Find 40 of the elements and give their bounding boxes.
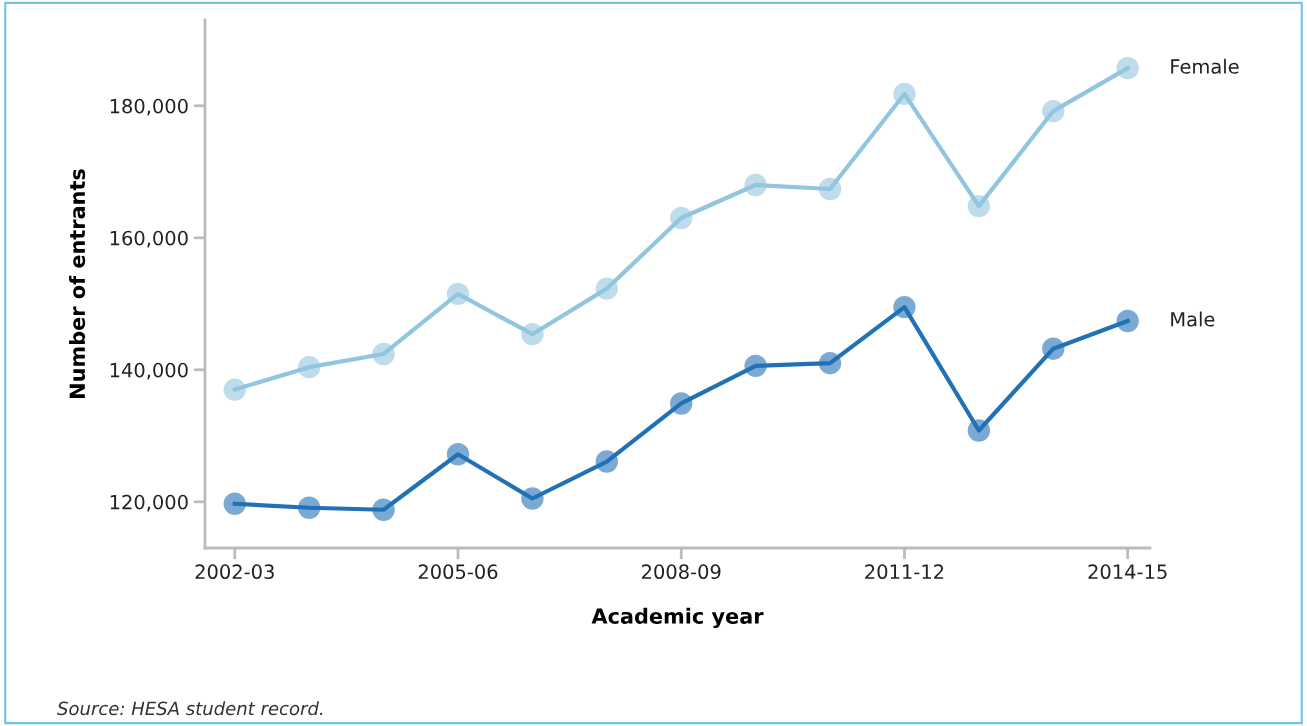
point (521, 322, 544, 346)
point (818, 177, 842, 201)
point (670, 206, 693, 230)
point (1042, 337, 1065, 360)
point (521, 487, 544, 510)
point (818, 352, 842, 375)
y-axis-title: Number of entrants (69, 169, 86, 398)
point (744, 354, 767, 378)
y-tick-label: 180,000 (110, 98, 188, 116)
point (595, 450, 619, 473)
point (1116, 309, 1139, 333)
x-axis-title: Academic year (591, 607, 764, 629)
point (446, 443, 470, 466)
point (1116, 56, 1139, 80)
x-tick-label: 2014-15 (1088, 564, 1167, 580)
y-tick-label: 140,000 (110, 362, 188, 380)
point (297, 496, 321, 519)
source-note: Source: HESA student record. (57, 701, 323, 716)
x-tick-label: 2005-06 (418, 564, 498, 580)
point (372, 498, 395, 521)
point (893, 295, 916, 319)
point (223, 492, 246, 515)
x-tick-label: 2002-03 (195, 564, 274, 580)
point (297, 355, 321, 379)
point (595, 277, 619, 300)
point (372, 342, 395, 366)
point (446, 282, 470, 306)
point (670, 392, 693, 415)
point (223, 378, 246, 401)
point (967, 194, 991, 218)
point (1042, 99, 1065, 123)
x-tick-label: 2008-09 (642, 564, 721, 580)
point (744, 173, 767, 197)
point (967, 419, 991, 442)
point (893, 82, 916, 106)
y-tick-label: 120,000 (110, 494, 188, 512)
series-label: Female (1171, 58, 1239, 74)
y-tick-label: 160,000 (110, 230, 188, 248)
x-tick-label: 2011-12 (865, 564, 944, 580)
series-label: Male (1171, 311, 1215, 327)
